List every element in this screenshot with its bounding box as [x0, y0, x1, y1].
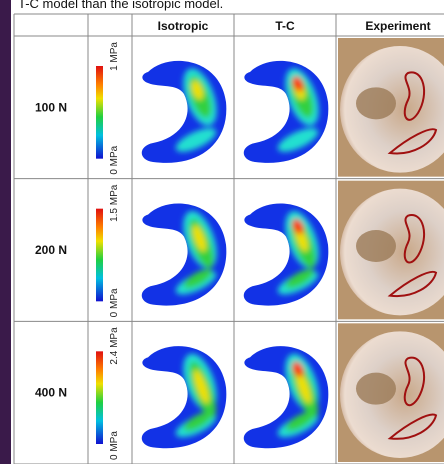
- photo-lesion: [356, 87, 396, 119]
- experiment-photo: [338, 38, 444, 177]
- column-header: T-C: [275, 19, 295, 33]
- side-bar: [0, 0, 11, 464]
- color-bar: [96, 66, 103, 159]
- row-load: 200 N: [35, 243, 67, 257]
- scale-max: 1 MPa: [109, 42, 120, 71]
- column-header: Experiment: [365, 19, 430, 33]
- scale-min: 0 MPa: [109, 288, 120, 317]
- color-bar: [96, 209, 103, 302]
- photo-lesion: [356, 230, 396, 262]
- scale-min: 0 MPa: [109, 145, 120, 174]
- color-bar: [96, 351, 103, 444]
- row-load: 400 N: [35, 386, 67, 400]
- row-load: 100 N: [35, 100, 67, 114]
- caption: T-C model than the isotropic model.: [18, 0, 223, 11]
- experiment-photo: [338, 181, 444, 320]
- figure: T-C model than the isotropic model. Isot…: [0, 0, 444, 464]
- photo-lesion: [356, 373, 396, 405]
- scale-max: 2.4 MPa: [109, 327, 120, 365]
- scale-min: 0 MPa: [109, 431, 120, 460]
- experiment-photo: [338, 323, 444, 462]
- column-header: Isotropic: [158, 19, 209, 33]
- scale-max: 1.5 MPa: [109, 184, 120, 222]
